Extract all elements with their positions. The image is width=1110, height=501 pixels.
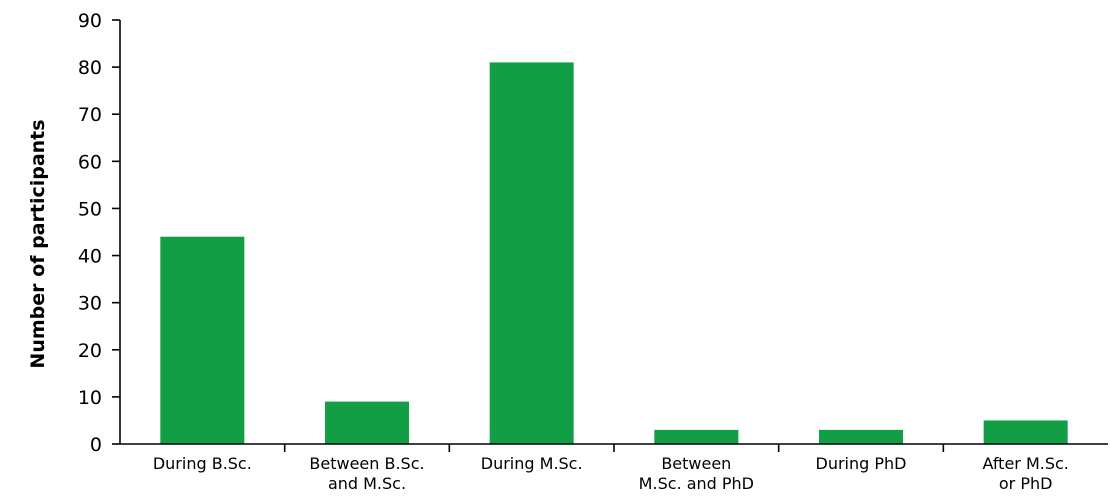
y-tick-label: 30: [78, 293, 102, 315]
y-tick-label: 40: [78, 246, 102, 268]
x-tick-label: After M.Sc. or PhD: [982, 454, 1068, 493]
y-tick-label: 0: [90, 434, 102, 456]
bar-1: [160, 236, 245, 444]
x-tick-label-line: M.Sc. and PhD: [639, 474, 754, 493]
y-tick-label: 50: [78, 198, 102, 220]
y-tick-label: 20: [78, 340, 102, 362]
bar-2: [325, 401, 409, 444]
y-tick-labels: 0 10 20 30 40 50 60 70 80 90: [78, 10, 102, 456]
x-tick-label-line: or PhD: [999, 474, 1053, 493]
y-axis-label: Number of participants: [27, 119, 49, 368]
x-tick-label-line: Between B.Sc.: [309, 454, 424, 473]
x-tick-label-line: During M.Sc.: [481, 454, 583, 473]
y-tick-label: 80: [78, 57, 102, 79]
y-tick-label: 10: [78, 387, 102, 409]
bar-6: [983, 420, 1068, 444]
x-tick-label-line: and M.Sc.: [328, 474, 406, 493]
bars-group: [160, 62, 1068, 445]
y-tick-label: 90: [78, 10, 102, 32]
bar-5: [819, 429, 903, 444]
x-tick-label-line: Between: [661, 454, 731, 473]
x-tick-label: During M.Sc.: [481, 454, 583, 473]
axes-group: [112, 19, 1108, 452]
bar-4: [654, 429, 739, 444]
y-tick-label: 60: [78, 151, 102, 173]
bar-3: [489, 62, 574, 445]
x-tick-label-line: After M.Sc.: [982, 454, 1068, 473]
x-tick-label: Between M.Sc. and PhD: [639, 454, 754, 493]
y-tick-label: 70: [78, 104, 102, 126]
x-tick-label: During PhD: [816, 454, 907, 473]
x-tick-label-line: During B.Sc.: [153, 454, 252, 473]
x-tick-label: Between B.Sc. and M.Sc.: [309, 454, 424, 493]
x-tick-label-line: During PhD: [816, 454, 907, 473]
x-tick-labels: During B.Sc. Between B.Sc. and M.Sc. During…: [153, 454, 1069, 493]
x-tick-label: During B.Sc.: [153, 454, 252, 473]
